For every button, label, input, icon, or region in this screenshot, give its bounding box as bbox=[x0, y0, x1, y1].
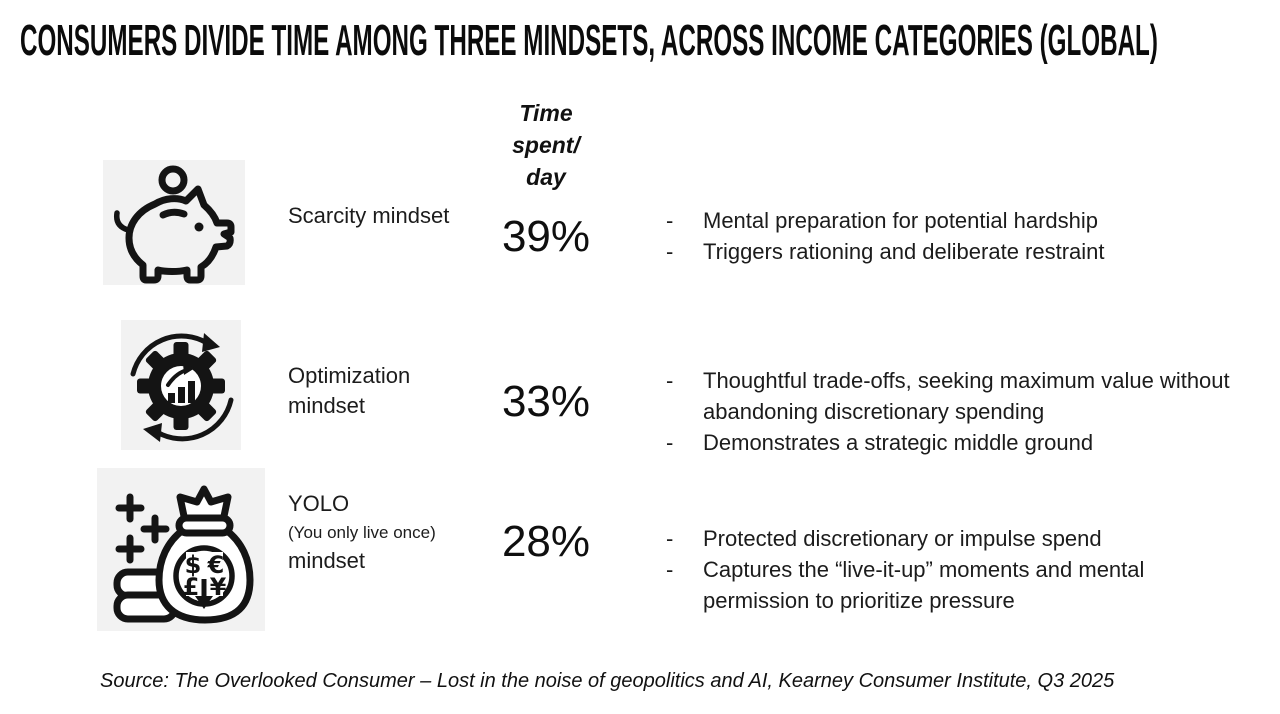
bullet-item: Mental preparation for potential hardshi… bbox=[666, 205, 1240, 236]
svg-text:¥: ¥ bbox=[210, 573, 227, 601]
bullet-text: Protected discretionary or impulse spend bbox=[703, 526, 1102, 551]
scarcity-icon-box bbox=[103, 160, 245, 285]
time-spent-column-header: Time spent/ day bbox=[512, 100, 580, 190]
scarcity-bullet-list: Mental preparation for potential hardshi… bbox=[666, 205, 1240, 267]
bullet-text: Demonstrates a strategic middle ground bbox=[703, 430, 1094, 455]
money-bag-icon: $ € £ ¥ bbox=[113, 485, 254, 624]
optimization-label: Optimization mindset bbox=[288, 363, 411, 418]
svg-text:€: € bbox=[207, 551, 225, 579]
bullet-dash bbox=[666, 427, 703, 458]
svg-text:$: $ bbox=[185, 551, 202, 579]
svg-text:£: £ bbox=[183, 573, 200, 601]
bullet-dash bbox=[666, 205, 703, 236]
yolo-bullet-list: Protected discretionary or impulse spend… bbox=[666, 523, 1240, 616]
yolo-label: YOLO (You only live once) mindset bbox=[288, 489, 450, 576]
bullet-text: Mental preparation for potential hardshi… bbox=[703, 208, 1099, 233]
bullet-dash bbox=[666, 523, 703, 554]
bullet-item: Triggers rationing and deliberate restra… bbox=[666, 236, 1240, 267]
bullet-dash bbox=[666, 236, 703, 267]
optimization-bullet-list: Thoughtful trade-offs, seeking maximum v… bbox=[666, 365, 1240, 458]
bullet-item: Protected discretionary or impulse spend bbox=[666, 523, 1240, 554]
optimization-gear-icon bbox=[130, 333, 234, 442]
source-note: Source: The Overlooked Consumer – Lost i… bbox=[100, 670, 1115, 692]
optimization-percent: 33% bbox=[501, 377, 591, 426]
bullet-dash bbox=[666, 365, 703, 396]
scarcity-label: Scarcity mindset bbox=[288, 203, 450, 228]
bullet-item: Demonstrates a strategic middle ground bbox=[666, 427, 1240, 458]
bullet-item: Captures the “live-it-up” moments and me… bbox=[666, 554, 1240, 616]
bullet-item: Thoughtful trade-offs, seeking maximum v… bbox=[666, 365, 1240, 427]
slide-title: CONSUMERS DIVIDE TIME AMONG THREE MINDSE… bbox=[20, 16, 1158, 65]
yolo-icon-box: $ € £ ¥ bbox=[97, 468, 265, 631]
yolo-percent: 28% bbox=[501, 517, 591, 566]
bullet-text: Captures the “live-it-up” moments and me… bbox=[703, 557, 1145, 613]
yolo-label-mindset: mindset bbox=[288, 548, 366, 573]
bullet-text: Thoughtful trade-offs, seeking maximum v… bbox=[703, 368, 1230, 424]
bullet-dash bbox=[666, 554, 703, 585]
yolo-label-main: YOLO bbox=[288, 491, 350, 516]
bullet-text: Triggers rationing and deliberate restra… bbox=[703, 239, 1105, 264]
scarcity-percent: 39% bbox=[501, 212, 591, 261]
yolo-label-sub: (You only live once) bbox=[288, 523, 436, 542]
optimization-icon-box bbox=[121, 320, 241, 450]
piggy-bank-icon bbox=[113, 165, 235, 284]
